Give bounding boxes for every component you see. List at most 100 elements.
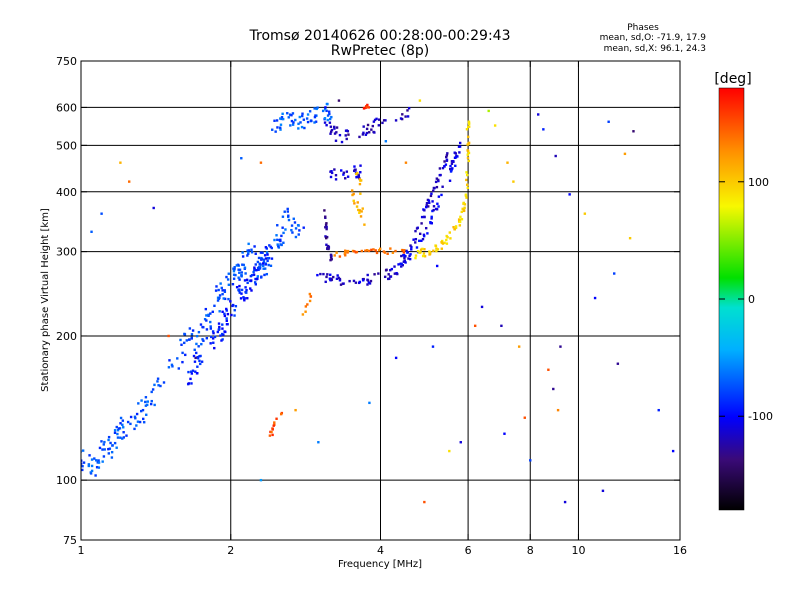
data-point bbox=[334, 139, 338, 142]
data-point bbox=[366, 273, 369, 277]
data-point bbox=[393, 272, 397, 275]
data-point bbox=[233, 267, 236, 271]
data-point bbox=[227, 297, 230, 301]
data-point bbox=[151, 388, 155, 391]
colorbar-tick-label: 100 bbox=[748, 176, 769, 189]
data-point bbox=[423, 255, 427, 258]
data-point bbox=[327, 247, 330, 251]
data-point bbox=[119, 436, 122, 439]
data-point bbox=[209, 312, 212, 315]
chart-title: Tromsø 20140626 00:28:00-00:29:43 bbox=[249, 28, 511, 44]
data-point bbox=[394, 249, 397, 253]
data-point bbox=[287, 116, 290, 119]
data-point bbox=[279, 238, 282, 242]
data-point bbox=[400, 265, 403, 268]
data-point bbox=[357, 208, 360, 212]
data-point bbox=[436, 178, 440, 182]
data-point bbox=[273, 421, 276, 424]
data-point bbox=[176, 357, 179, 360]
data-point bbox=[87, 464, 90, 468]
data-point bbox=[410, 248, 413, 251]
data-point bbox=[262, 264, 265, 268]
data-point bbox=[414, 256, 417, 260]
data-point bbox=[243, 266, 247, 269]
data-point bbox=[454, 226, 458, 230]
data-point bbox=[414, 254, 418, 257]
data-point bbox=[355, 176, 358, 179]
data-point bbox=[197, 330, 201, 334]
data-point bbox=[184, 353, 187, 357]
data-point bbox=[209, 342, 212, 345]
data-point bbox=[237, 288, 240, 292]
data-point bbox=[281, 117, 285, 121]
data-point bbox=[429, 221, 432, 224]
data-point bbox=[423, 215, 426, 219]
y-tick-label: 100 bbox=[56, 474, 77, 487]
data-point bbox=[259, 251, 263, 254]
data-point bbox=[297, 233, 300, 236]
data-point bbox=[458, 145, 462, 148]
data-point bbox=[223, 290, 227, 293]
data-point bbox=[375, 251, 379, 255]
data-point bbox=[441, 185, 444, 188]
data-point bbox=[290, 228, 293, 232]
data-point bbox=[290, 113, 293, 117]
data-point bbox=[220, 339, 223, 342]
data-point bbox=[232, 277, 236, 280]
colorbar-tick-label: -100 bbox=[748, 410, 773, 423]
data-point bbox=[328, 117, 332, 121]
data-point bbox=[223, 289, 226, 292]
data-point bbox=[231, 282, 235, 286]
y-tick-label: 500 bbox=[56, 139, 77, 152]
data-point bbox=[279, 128, 282, 131]
data-point bbox=[198, 359, 201, 363]
data-point bbox=[404, 261, 407, 264]
data-point bbox=[421, 247, 424, 251]
data-point bbox=[96, 461, 99, 464]
data-point bbox=[193, 348, 196, 352]
data-point bbox=[306, 113, 310, 116]
data-point bbox=[103, 448, 106, 451]
data-point bbox=[328, 277, 332, 280]
data-point bbox=[294, 227, 298, 230]
data-point bbox=[454, 225, 458, 228]
data-point bbox=[261, 251, 264, 254]
data-point bbox=[239, 297, 243, 300]
data-point bbox=[430, 222, 433, 225]
data-point bbox=[500, 324, 503, 328]
data-point bbox=[455, 154, 458, 158]
data-point bbox=[217, 322, 221, 325]
data-point bbox=[225, 319, 228, 323]
data-point bbox=[430, 192, 433, 195]
data-point bbox=[448, 167, 452, 171]
data-point bbox=[374, 249, 377, 252]
data-point bbox=[461, 207, 464, 211]
data-point bbox=[407, 257, 410, 260]
data-point bbox=[245, 288, 248, 292]
data-point bbox=[434, 207, 438, 211]
data-point bbox=[233, 314, 236, 317]
data-point bbox=[294, 235, 298, 239]
data-point bbox=[140, 399, 143, 402]
data-point bbox=[191, 329, 195, 332]
data-point bbox=[330, 171, 334, 175]
x-tick-label: 1 bbox=[78, 544, 85, 557]
data-point bbox=[371, 124, 375, 128]
data-point bbox=[211, 330, 215, 333]
data-point bbox=[223, 297, 227, 301]
data-point bbox=[280, 234, 283, 238]
data-point bbox=[359, 179, 362, 182]
data-point bbox=[333, 168, 336, 171]
data-point bbox=[432, 249, 435, 252]
data-point bbox=[344, 254, 347, 257]
data-point bbox=[324, 226, 327, 229]
data-point bbox=[181, 351, 184, 355]
data-point bbox=[243, 299, 246, 302]
data-point bbox=[193, 360, 197, 363]
data-point bbox=[384, 269, 388, 272]
data-point bbox=[218, 327, 221, 331]
data-point bbox=[452, 160, 455, 163]
data-point bbox=[94, 474, 97, 477]
data-point bbox=[171, 365, 174, 368]
data-point bbox=[466, 135, 470, 139]
